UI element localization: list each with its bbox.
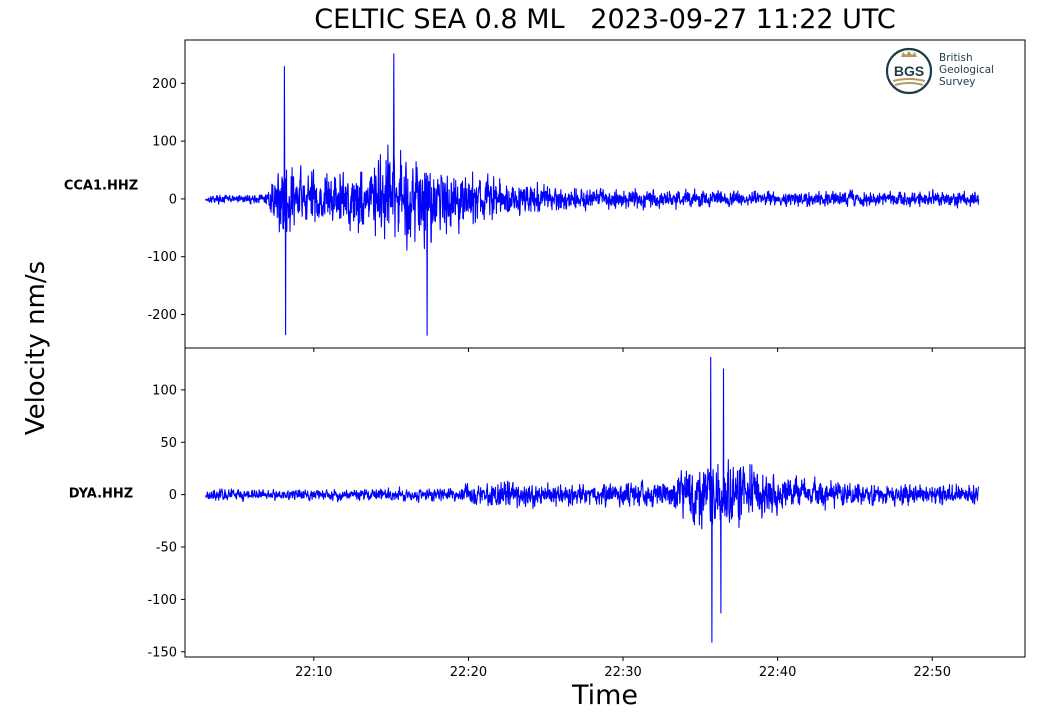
y-tick-label: -50 [156, 541, 177, 556]
x-tick-label: 22:30 [604, 665, 641, 680]
waveform-cca1-hhz [205, 53, 980, 336]
x-tick-label: 22:10 [295, 665, 332, 680]
logo-line-3: Survey [939, 76, 976, 88]
y-tick-label: 0 [169, 192, 177, 207]
panel-frame [184, 347, 1026, 658]
y-tick-label: 50 [160, 436, 177, 451]
y-tick-label: -100 [147, 593, 177, 608]
waveform-dya-hhz [205, 356, 980, 643]
y-tick-label: 100 [152, 383, 177, 398]
station-label-cca1: CCA1.HHZ [63, 178, 139, 194]
logo-wordmark: British Geological Survey [939, 52, 994, 88]
x-axis-label: Time [571, 680, 639, 711]
y-tick-label: 0 [169, 488, 177, 503]
y-tick-label: -200 [147, 308, 177, 323]
x-tick-label: 22:50 [914, 665, 951, 680]
x-tick-label: 22:20 [450, 665, 487, 680]
logo-line-1: British [939, 52, 973, 64]
logo-line-2: Geological [939, 64, 995, 76]
y-tick-label: 200 [152, 77, 177, 92]
logo-initials: BGS [894, 63, 924, 79]
y-tick-label: 100 [152, 135, 177, 150]
y-tick-label: -100 [147, 250, 177, 265]
bgs-logo: BGS British Geological Survey [884, 46, 1014, 98]
x-tick-label: 22:40 [759, 665, 796, 680]
chart-title: CELTIC SEA 0.8 ML 2023-09-27 11:22 UTC [314, 4, 896, 35]
bgs-logo-emblem: BGS [885, 47, 933, 95]
y-tick-label: -150 [147, 645, 177, 660]
station-label-dya: DYA.HHZ [68, 486, 134, 502]
